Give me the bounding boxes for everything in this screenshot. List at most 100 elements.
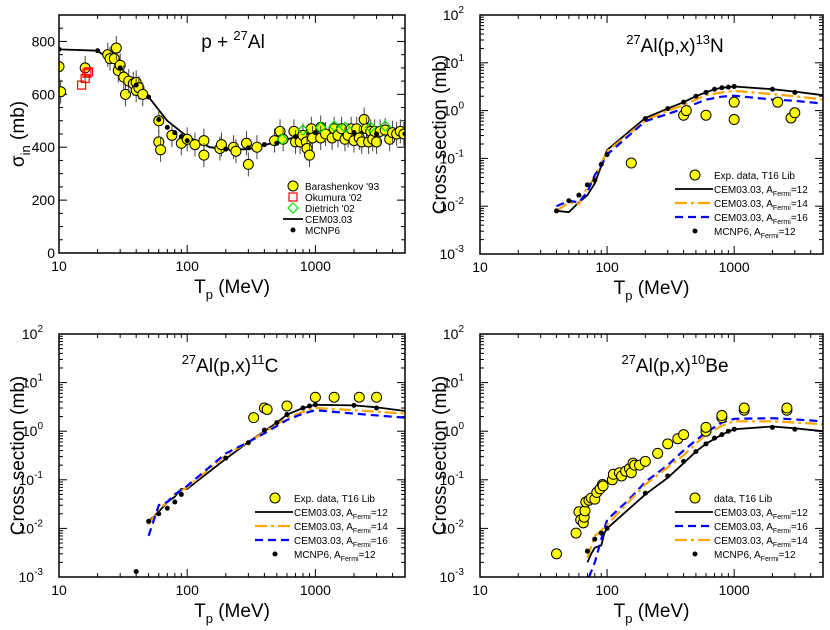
data-point — [700, 421, 712, 433]
legend-marker — [288, 192, 298, 202]
series-2 — [556, 85, 823, 214]
data-point — [133, 568, 139, 574]
data-point — [328, 391, 340, 403]
data-point — [592, 536, 598, 542]
series-1 — [248, 391, 383, 424]
data-point — [110, 42, 122, 54]
data-point — [639, 455, 651, 467]
legend-label: CEM03.03, AFermi=14 — [714, 536, 808, 549]
y-tick-label: 10-1 — [440, 470, 465, 488]
legend-label: Dietrich '02 — [305, 204, 355, 215]
data-point — [184, 138, 190, 144]
data-point — [95, 48, 101, 54]
data-point — [711, 435, 717, 441]
data-point — [792, 89, 798, 95]
data-point — [597, 480, 609, 492]
data-point — [351, 130, 357, 136]
data-point — [146, 518, 152, 524]
x-tick-label: 100 — [176, 582, 200, 598]
data-point — [59, 86, 67, 98]
series-5 — [554, 83, 798, 214]
data-point — [304, 149, 316, 161]
panel-title: 27Al(p,x)13N — [626, 32, 724, 57]
legend-item: CEM03.03, AFermi=12 — [255, 508, 388, 521]
data-point — [223, 146, 229, 152]
legend-item: Dietrich '02 — [287, 202, 355, 215]
legend-item: Exp. data, T16 Lib — [269, 492, 375, 505]
legend-item: CEM03.03, AFermi=14 — [675, 536, 808, 549]
data-point — [678, 429, 690, 441]
series-line — [556, 94, 823, 208]
legend-marker — [290, 227, 296, 233]
series-line — [586, 425, 823, 563]
data-point — [642, 116, 648, 122]
y-tick-label: 100 — [22, 421, 44, 439]
legend-item: Barashenkov '93 — [287, 180, 380, 193]
legend-item: CEM03.03, AFermi=14 — [675, 199, 808, 212]
legend-item: CEM03.03, AFermi=12 — [675, 508, 808, 521]
data-point — [245, 145, 251, 151]
legend-label: CEM03.03, AFermi=16 — [294, 536, 388, 549]
data-point — [198, 149, 210, 161]
data-point — [769, 424, 775, 430]
data-point — [314, 121, 327, 134]
plot-frame — [58, 14, 406, 254]
series-1 — [625, 96, 801, 169]
data-point — [693, 93, 699, 99]
series-2 — [76, 67, 94, 90]
data-point — [665, 106, 671, 112]
legend-label: CEM03.03, AFermi=12 — [714, 508, 808, 521]
data-point — [178, 134, 184, 140]
data-point — [230, 145, 242, 157]
data-point — [728, 114, 740, 126]
legend-label: MCNP6 — [305, 226, 340, 237]
y-tick-label: 100 — [443, 101, 465, 119]
data-point — [164, 124, 170, 130]
legend-label: CEM03.03 — [305, 215, 353, 226]
x-tick-label: 10 — [51, 582, 67, 598]
legend-item: CEM03.03, AFermi=16 — [675, 213, 808, 226]
data-point — [353, 391, 365, 403]
legend-label: Exp. data, T16 Lib — [714, 171, 795, 182]
data-point — [789, 107, 801, 119]
legend-marker — [287, 202, 299, 214]
legend-label: Exp. data, T16 Lib — [294, 494, 375, 505]
data-point — [83, 67, 94, 77]
y-tick-label: 10-1 — [19, 470, 44, 488]
data-point — [364, 121, 377, 134]
y-axis-label: σin (mb) — [8, 101, 33, 167]
x-tick-label: 1000 — [300, 582, 331, 598]
data-point — [703, 441, 709, 447]
legend-marker — [692, 551, 698, 557]
data-point — [164, 505, 170, 511]
data-point — [328, 120, 340, 132]
legend-label: Okumura '02 — [305, 193, 362, 204]
data-point — [351, 402, 357, 408]
series-3 — [276, 120, 391, 146]
legend: Exp. data, T16 Lib CEM03.03, AFermi=12 CEM… — [255, 492, 388, 563]
legend-label: data, T16 Lib — [714, 494, 773, 505]
x-tick-label: 1000 — [719, 259, 750, 275]
legend-label: MCNP6, AFermi=12 — [714, 550, 796, 563]
panel-3: 10 100 1000 10-3 10-2 10-1 100 101 102 Tp (MeV) Cr… — [8, 324, 406, 626]
legend-label: CEM03.03, AFermi=16 — [714, 213, 808, 226]
y-tick-label: 10-2 — [440, 518, 465, 536]
data-point — [312, 130, 318, 136]
legend-label: CEM03.03, AFermi=12 — [294, 508, 388, 521]
legend-label: CEM03.03, AFermi=16 — [714, 522, 808, 535]
y-tick-label: 10-3 — [440, 567, 465, 585]
legend-item: CEM03.03 — [283, 215, 353, 226]
data-point — [300, 405, 306, 411]
data-point — [728, 96, 740, 108]
data-point — [665, 473, 671, 479]
y-tick-label: 10-2 — [19, 518, 44, 536]
y-axis-label: Cross section (mb) — [430, 376, 451, 535]
plot-frame — [58, 333, 406, 578]
data-point — [297, 124, 309, 136]
data-point — [693, 449, 699, 455]
data-point — [261, 427, 267, 433]
y-tick-label: 200 — [32, 192, 56, 208]
data-point — [570, 527, 582, 539]
legend-marker — [689, 492, 701, 504]
